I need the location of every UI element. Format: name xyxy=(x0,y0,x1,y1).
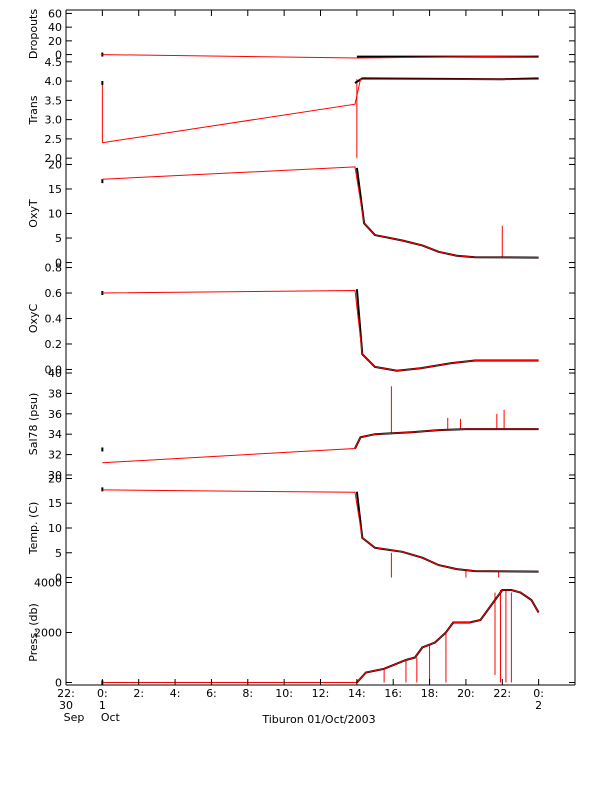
y-tick-label: 40 xyxy=(48,367,62,380)
processed-line xyxy=(355,491,539,573)
y-axis-label: Temp. (C) xyxy=(27,502,40,556)
panel-3-data xyxy=(101,289,539,372)
x-tick-label: 20: xyxy=(457,687,475,700)
y-tick-label: 0 xyxy=(55,572,62,585)
y-tick-label: 3.5 xyxy=(45,94,63,107)
y-tick-label: 3.0 xyxy=(45,114,63,127)
y-tick-label: 5 xyxy=(55,547,62,560)
y-tick-label: 0.8 xyxy=(45,262,63,275)
y-tick-label: 2.5 xyxy=(45,133,63,146)
y-axis-label: Trans xyxy=(27,95,40,125)
panel-6-data xyxy=(101,589,540,685)
panel-5-data xyxy=(101,487,539,578)
raw-line xyxy=(102,289,539,372)
y-tick-label: 0 xyxy=(55,677,62,690)
chart-title: Tiburon 01/Oct/2003 xyxy=(261,713,375,726)
raw-line xyxy=(102,166,539,259)
y-tick-label: 5 xyxy=(55,232,62,245)
panel-3: 0.0 0.2 0.4 0.6 0.8 OxyC xyxy=(27,262,576,376)
panel-5: 0 5 10 15 20 Temp. (C) xyxy=(27,472,576,585)
panel-1-data xyxy=(101,77,539,159)
y-tick-label: 0 xyxy=(55,257,62,270)
y-axis-label: Press. (db) xyxy=(27,603,40,662)
y-tick-label: 4.0 xyxy=(45,75,63,88)
y-tick-label: 20 xyxy=(48,158,62,171)
x-tick-label: 6: xyxy=(206,687,217,700)
processed-point xyxy=(101,487,104,492)
panel-4-data xyxy=(101,386,539,464)
x-tick-sublabel: 1 xyxy=(99,699,106,712)
x-tick-sublabel: 2 xyxy=(535,699,542,712)
x-tick-label: 16: xyxy=(384,687,402,700)
y-tick-label: 0.4 xyxy=(45,313,63,326)
y-tick-label: 10 xyxy=(48,208,62,221)
y-tick-label: 32 xyxy=(48,449,62,462)
x-tick-label: 0: xyxy=(97,687,108,700)
y-tick-label: 15 xyxy=(48,497,62,510)
processed-line xyxy=(354,428,539,449)
panel-0-data xyxy=(101,52,539,59)
data-layer xyxy=(101,52,540,685)
processed-point xyxy=(101,179,104,184)
y-tick-label: 0 xyxy=(55,49,62,62)
raw-line xyxy=(102,78,539,144)
y-tick-label: 4.5 xyxy=(45,56,63,69)
panel-4: 30 32 34 36 38 40 Sal78 (psu) xyxy=(27,367,576,482)
x-tick-month-label: Sep xyxy=(64,711,85,724)
axes-layer: 0204060Dropouts2.02.53.03.54.04.5Trans05… xyxy=(27,7,576,690)
y-axis-label: OxyC xyxy=(27,304,40,334)
raw-line xyxy=(102,428,539,464)
processed-line xyxy=(355,167,539,259)
raw-line xyxy=(102,589,540,683)
y-tick-label: 15 xyxy=(48,183,62,196)
x-tick-label: 22: xyxy=(57,687,75,700)
x-tick-month-label: Oct xyxy=(101,711,121,724)
x-tick-label: 4: xyxy=(170,687,181,700)
panel-2: 0 5 10 15 20 OxyT xyxy=(27,158,576,270)
raw-line xyxy=(102,54,539,59)
x-tick-label: 12: xyxy=(312,687,330,700)
y-tick-label: 20 xyxy=(48,35,62,48)
processed-point xyxy=(101,52,104,57)
y-axis-label: Dropouts xyxy=(27,9,40,59)
y-axis-label: Sal78 (psu) xyxy=(27,393,40,456)
y-tick-label: 0.6 xyxy=(45,287,63,300)
processed-point xyxy=(101,291,104,296)
y-tick-label: 4000 xyxy=(34,577,62,590)
y-tick-label: 40 xyxy=(48,21,62,34)
y-tick-label: 36 xyxy=(48,408,62,421)
raw-line xyxy=(102,489,539,573)
processed-point xyxy=(101,447,104,452)
x-tick-label: 10: xyxy=(275,687,293,700)
y-axis-label: OxyT xyxy=(27,199,40,228)
x-tick-label: 8: xyxy=(242,687,253,700)
y-tick-label: 34 xyxy=(48,428,62,441)
panel-6: 0 2000 4000 Press. (db) xyxy=(27,577,576,690)
y-tick-label: 0.0 xyxy=(45,363,63,376)
y-tick-label: 2000 xyxy=(34,627,62,640)
y-tick-label: 0.2 xyxy=(45,338,63,351)
x-tick-label: 18: xyxy=(421,687,439,700)
y-tick-label: 60 xyxy=(48,7,62,20)
panel-2-data xyxy=(101,166,539,259)
processed-line xyxy=(355,289,539,372)
x-tick-sublabel: 30 xyxy=(59,699,73,712)
panel-1: 2.0 2.5 3.0 3.5 4.0 4.5 Trans xyxy=(27,56,576,165)
processed-point xyxy=(101,81,104,86)
y-tick-label: 10 xyxy=(48,522,62,535)
x-tick-label: 22: xyxy=(493,687,511,700)
x-tick-label: 2: xyxy=(133,687,144,700)
y-tick-label: 2.0 xyxy=(45,152,63,165)
y-tick-label: 30 xyxy=(48,469,62,482)
y-tick-label: 38 xyxy=(48,387,62,400)
y-tick-label: 20 xyxy=(48,472,62,485)
x-tick-label: 0: xyxy=(533,687,544,700)
x-tick-label: 14: xyxy=(348,687,366,700)
